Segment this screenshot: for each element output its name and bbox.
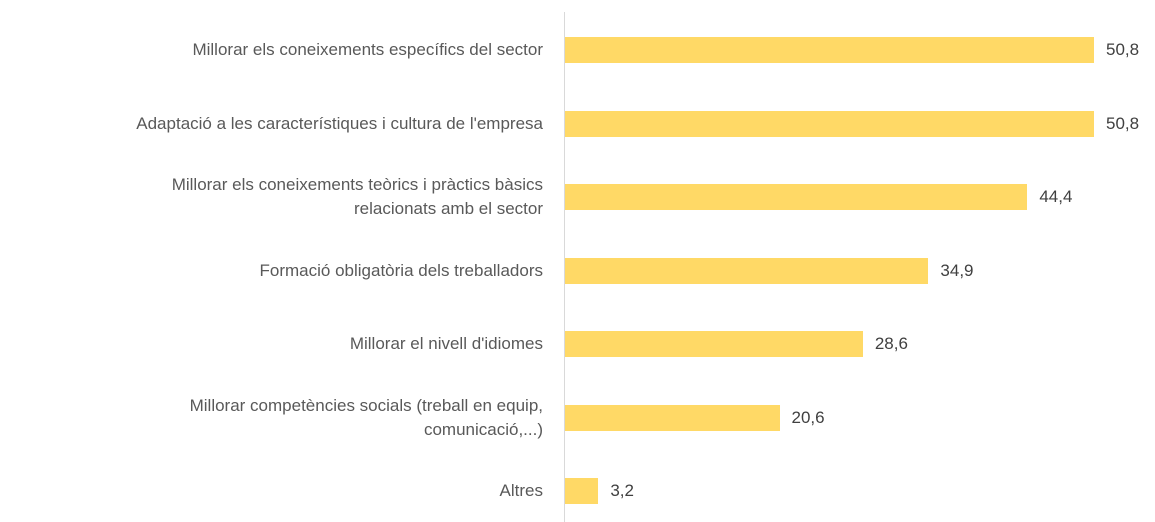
- value-label: 44,4: [1039, 187, 1073, 206]
- category-label: Millorar competències socials (treball e…: [189, 395, 543, 439]
- category-label: Millorar els coneixements teòrics i pràc…: [171, 175, 543, 218]
- bar: [565, 331, 863, 357]
- value-label: 20,6: [791, 407, 825, 427]
- axis-line: [564, 12, 565, 522]
- value-label: 34,9: [940, 260, 974, 280]
- value-label: 50,8: [1106, 113, 1140, 133]
- value-label: 50,8: [1106, 40, 1140, 59]
- category-label: Altres: [499, 481, 543, 500]
- value-label: 3,2: [610, 481, 634, 500]
- bar: [565, 37, 1094, 63]
- category-label: Adaptació a les característiques i cultu…: [136, 113, 543, 133]
- category-label: Millorar els coneixements específics del…: [192, 40, 543, 59]
- bar: [565, 184, 1028, 210]
- bar: [565, 404, 780, 431]
- category-label: Formació obligatòria dels treballadors: [259, 260, 543, 280]
- bar: [565, 478, 599, 504]
- bar: [565, 110, 1094, 137]
- bar: [565, 257, 929, 284]
- category-label: Millorar el nivell d'idiomes: [349, 334, 543, 353]
- value-label: 28,6: [874, 334, 908, 353]
